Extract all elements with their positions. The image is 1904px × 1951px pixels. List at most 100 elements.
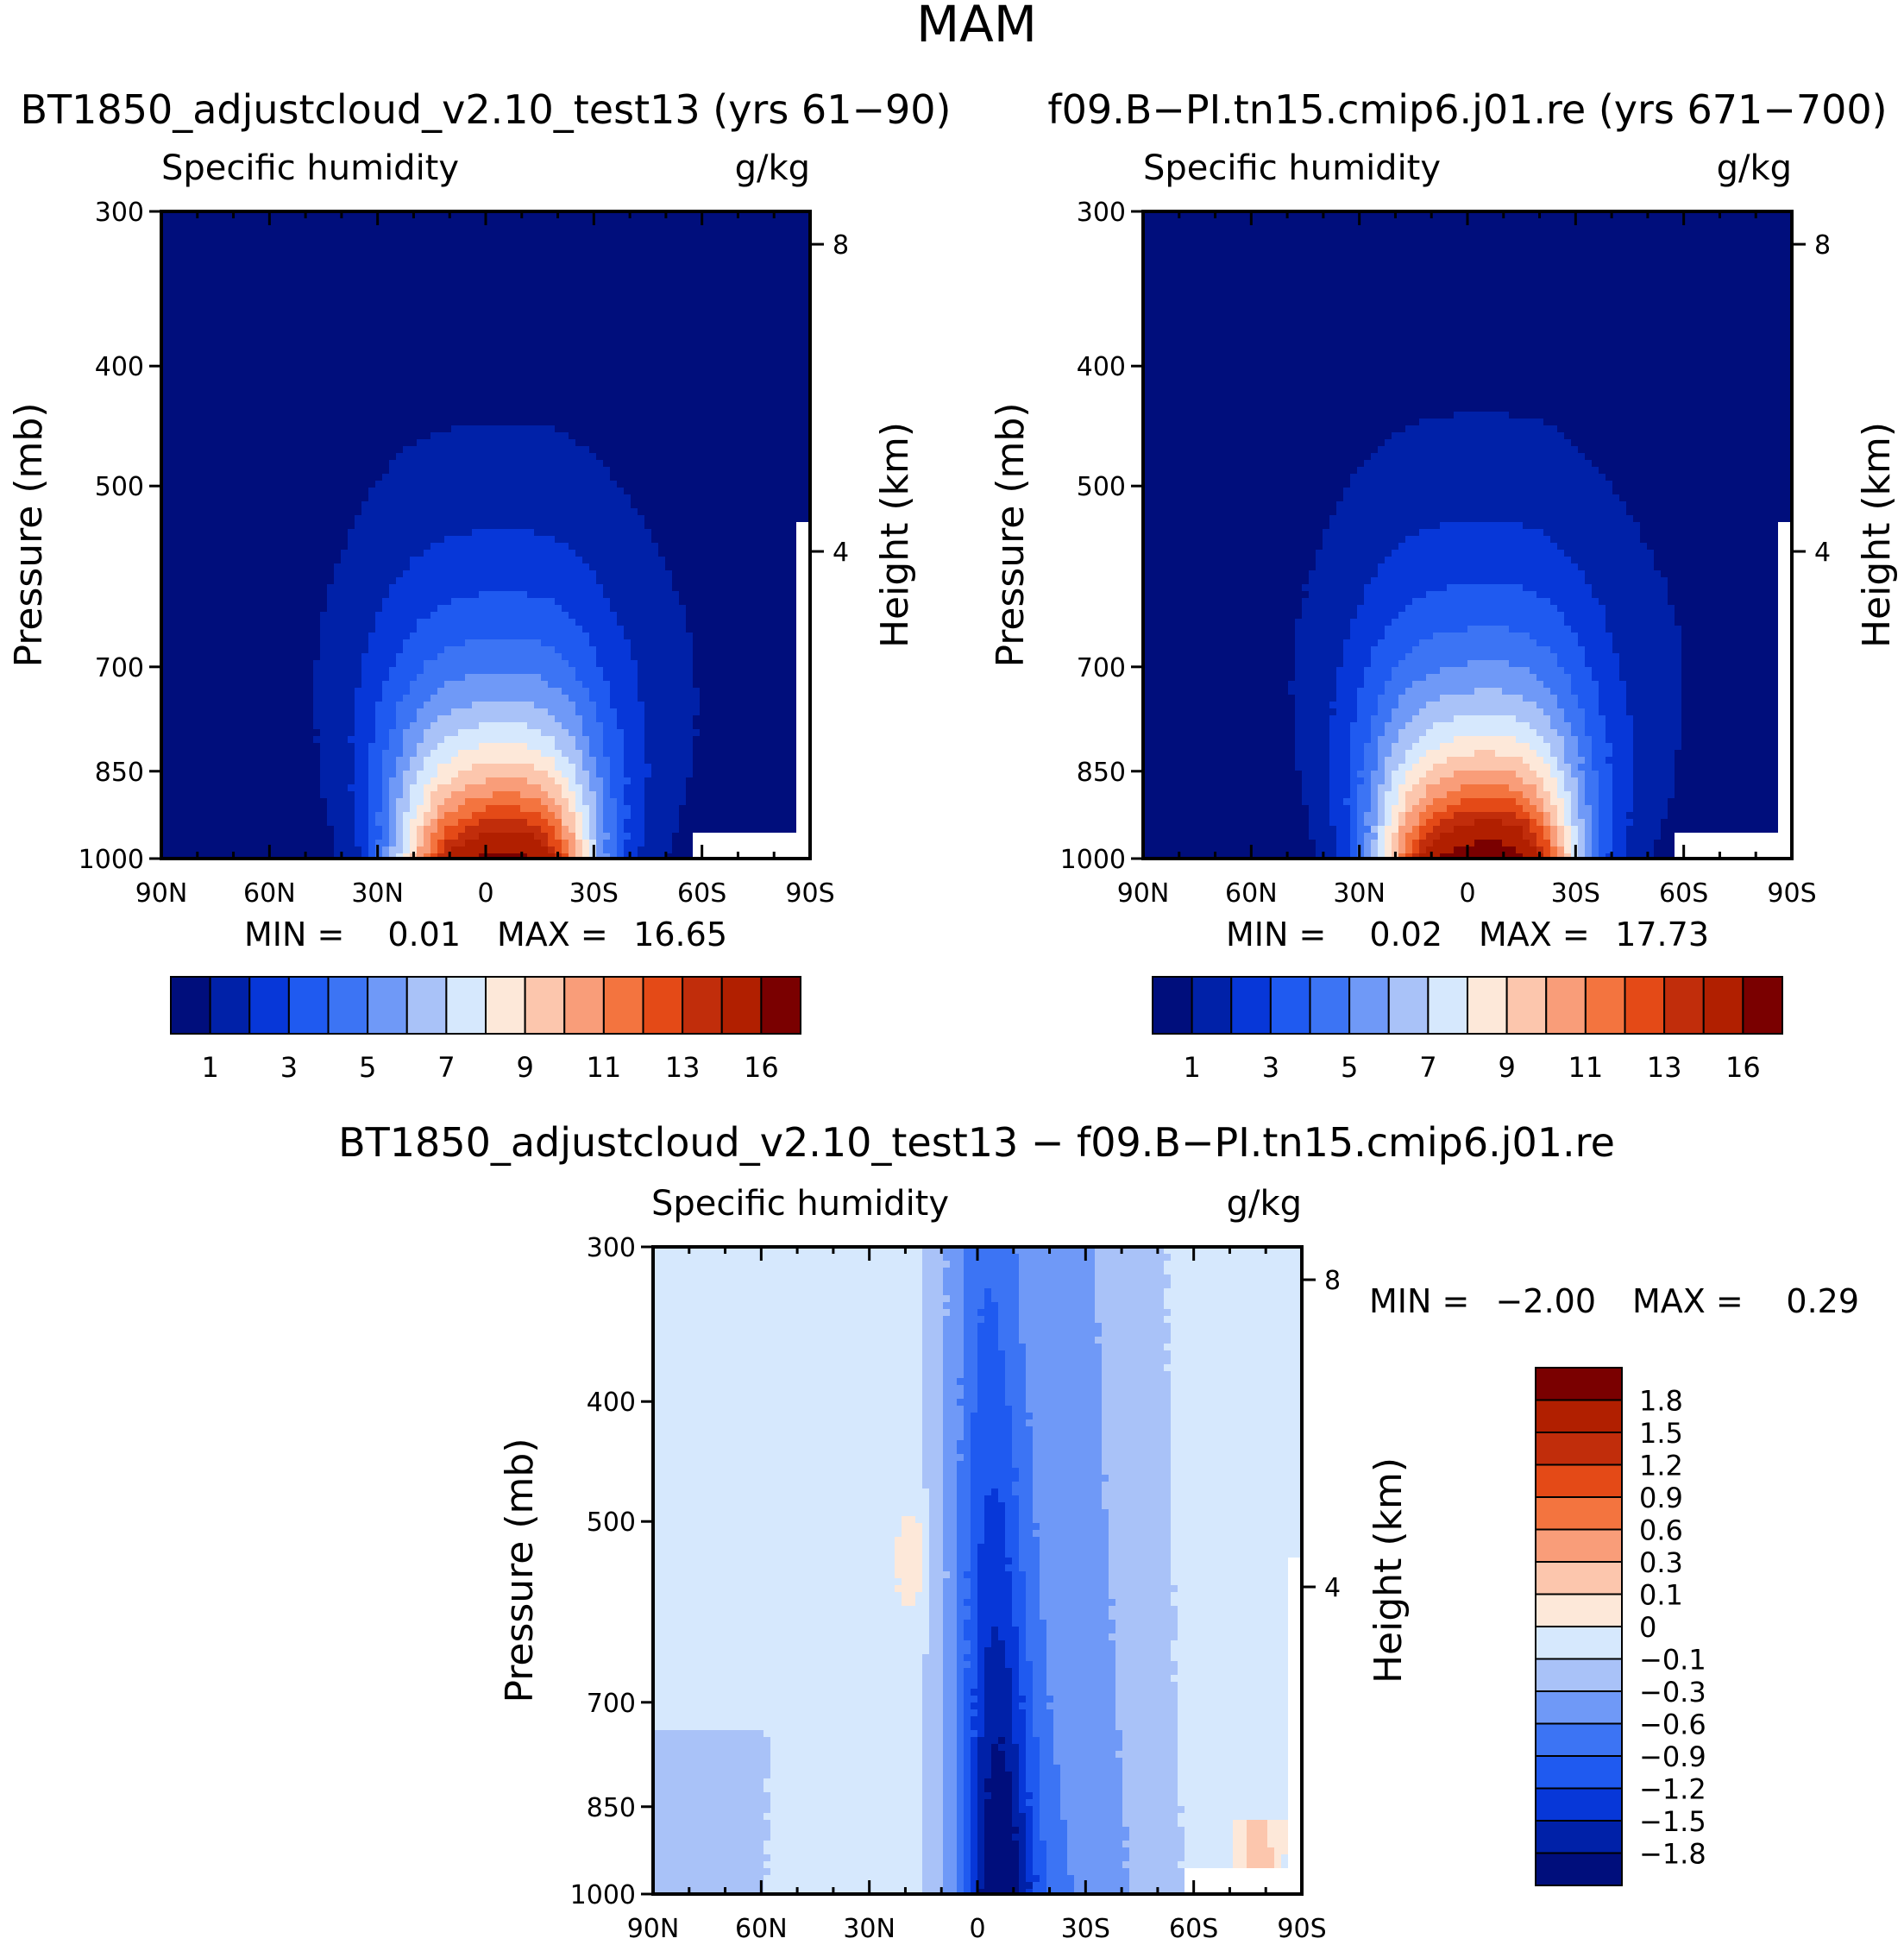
contour-band	[569, 729, 583, 737]
contour-band	[161, 370, 810, 378]
contour-band	[1530, 722, 1551, 730]
contour-band	[984, 1702, 1013, 1710]
contour-band	[1778, 667, 1792, 675]
contour-band	[1571, 688, 1599, 695]
contour-band	[957, 1827, 965, 1835]
contour-band	[1143, 577, 1310, 585]
contour-band	[1585, 729, 1606, 737]
contour-band	[943, 1875, 958, 1883]
contour-band	[977, 1399, 1006, 1407]
variable-label: Specific humidity	[161, 148, 459, 188]
contour-band	[1026, 1758, 1040, 1765]
contour-band	[1378, 826, 1386, 834]
contour-band	[653, 1454, 923, 1462]
contour-band	[1398, 819, 1406, 827]
contour-band	[943, 1585, 958, 1593]
contour-band	[403, 729, 424, 737]
contour-band	[1012, 1613, 1027, 1621]
contour-band	[1067, 1868, 1130, 1876]
contour-band	[770, 1806, 923, 1814]
contour-band	[1060, 1806, 1123, 1814]
contour-band	[922, 1447, 944, 1455]
contour-band	[1012, 1696, 1027, 1703]
contour-band	[922, 1675, 944, 1683]
contour-band	[1571, 791, 1579, 799]
contour-band	[1288, 1627, 1302, 1634]
contour-band	[313, 715, 355, 723]
contour-band	[1633, 750, 1675, 758]
contour-band	[1005, 1564, 1020, 1572]
contour-band	[653, 1778, 764, 1786]
contour-band	[1005, 1544, 1020, 1551]
contour-band	[964, 1744, 971, 1752]
contour-band	[929, 1585, 944, 1593]
contour-band	[161, 660, 314, 668]
contour-band	[1274, 1854, 1282, 1862]
contour-band	[1564, 619, 1606, 626]
contour-band	[1606, 757, 1634, 765]
colorbar-swatch	[1387, 976, 1430, 1035]
contour-band	[1115, 1620, 1178, 1627]
contour-band	[922, 1309, 951, 1317]
contour-band	[161, 494, 369, 502]
contour-band	[1778, 702, 1792, 709]
contour-band	[943, 1599, 958, 1607]
contour-band	[1343, 494, 1620, 502]
contour-band	[971, 1799, 978, 1807]
contour-band	[361, 681, 383, 689]
contour-band	[1474, 819, 1503, 827]
contour-band	[1350, 819, 1358, 827]
contour-band	[403, 646, 445, 654]
max-label: MAX =	[1632, 1282, 1744, 1320]
contour-band	[1309, 591, 1365, 599]
contour-band	[1778, 798, 1792, 806]
contour-band	[430, 722, 480, 730]
contour-band	[444, 846, 452, 854]
contour-band	[1171, 1647, 1289, 1655]
contour-band	[984, 1785, 1013, 1793]
contour-band	[1143, 481, 1351, 488]
contour-band	[1143, 425, 1406, 433]
contour-band	[1019, 1627, 1027, 1634]
contour-band	[984, 1847, 1020, 1855]
colorbar-swatch	[1467, 976, 1508, 1035]
contour-band	[603, 584, 673, 592]
contour-band	[444, 833, 459, 840]
contour-band	[1012, 1806, 1020, 1814]
contour-band	[984, 1799, 1013, 1807]
contour-band	[375, 729, 390, 737]
contour-band	[1288, 1702, 1302, 1710]
contour-band	[555, 764, 576, 771]
contour-band	[977, 1847, 985, 1855]
contour-band	[396, 653, 438, 661]
contour-band	[653, 1247, 923, 1255]
contour-band	[1447, 757, 1524, 765]
contour-band	[313, 695, 355, 702]
contour-band	[1040, 1737, 1054, 1745]
contour-band	[1302, 598, 1365, 606]
contour-band	[1178, 1765, 1289, 1772]
contour-band	[1523, 522, 1641, 530]
contour-band	[1019, 1509, 1034, 1517]
contour-band	[1426, 791, 1448, 799]
contour-band	[929, 1647, 944, 1655]
contour-band	[1564, 846, 1572, 854]
contour-band	[1592, 757, 1606, 765]
contour-band	[1040, 1537, 1109, 1545]
contour-band	[161, 722, 314, 730]
contour-band	[1578, 750, 1593, 758]
contour-band	[693, 633, 797, 640]
x-tick-label: 0	[969, 1914, 985, 1944]
contour-band	[1143, 501, 1337, 509]
contour-band	[1012, 1792, 1020, 1800]
contour-band	[943, 1509, 958, 1517]
contour-band	[603, 805, 618, 813]
colorbar-swatch	[1535, 1787, 1623, 1822]
contour-band	[1606, 626, 1682, 633]
contour-band	[1143, 605, 1303, 613]
contour-band	[596, 764, 611, 771]
contour-band	[1143, 467, 1358, 475]
contour-band	[1398, 784, 1413, 792]
contour-band	[320, 646, 369, 654]
colorbar-swatch	[682, 976, 723, 1035]
